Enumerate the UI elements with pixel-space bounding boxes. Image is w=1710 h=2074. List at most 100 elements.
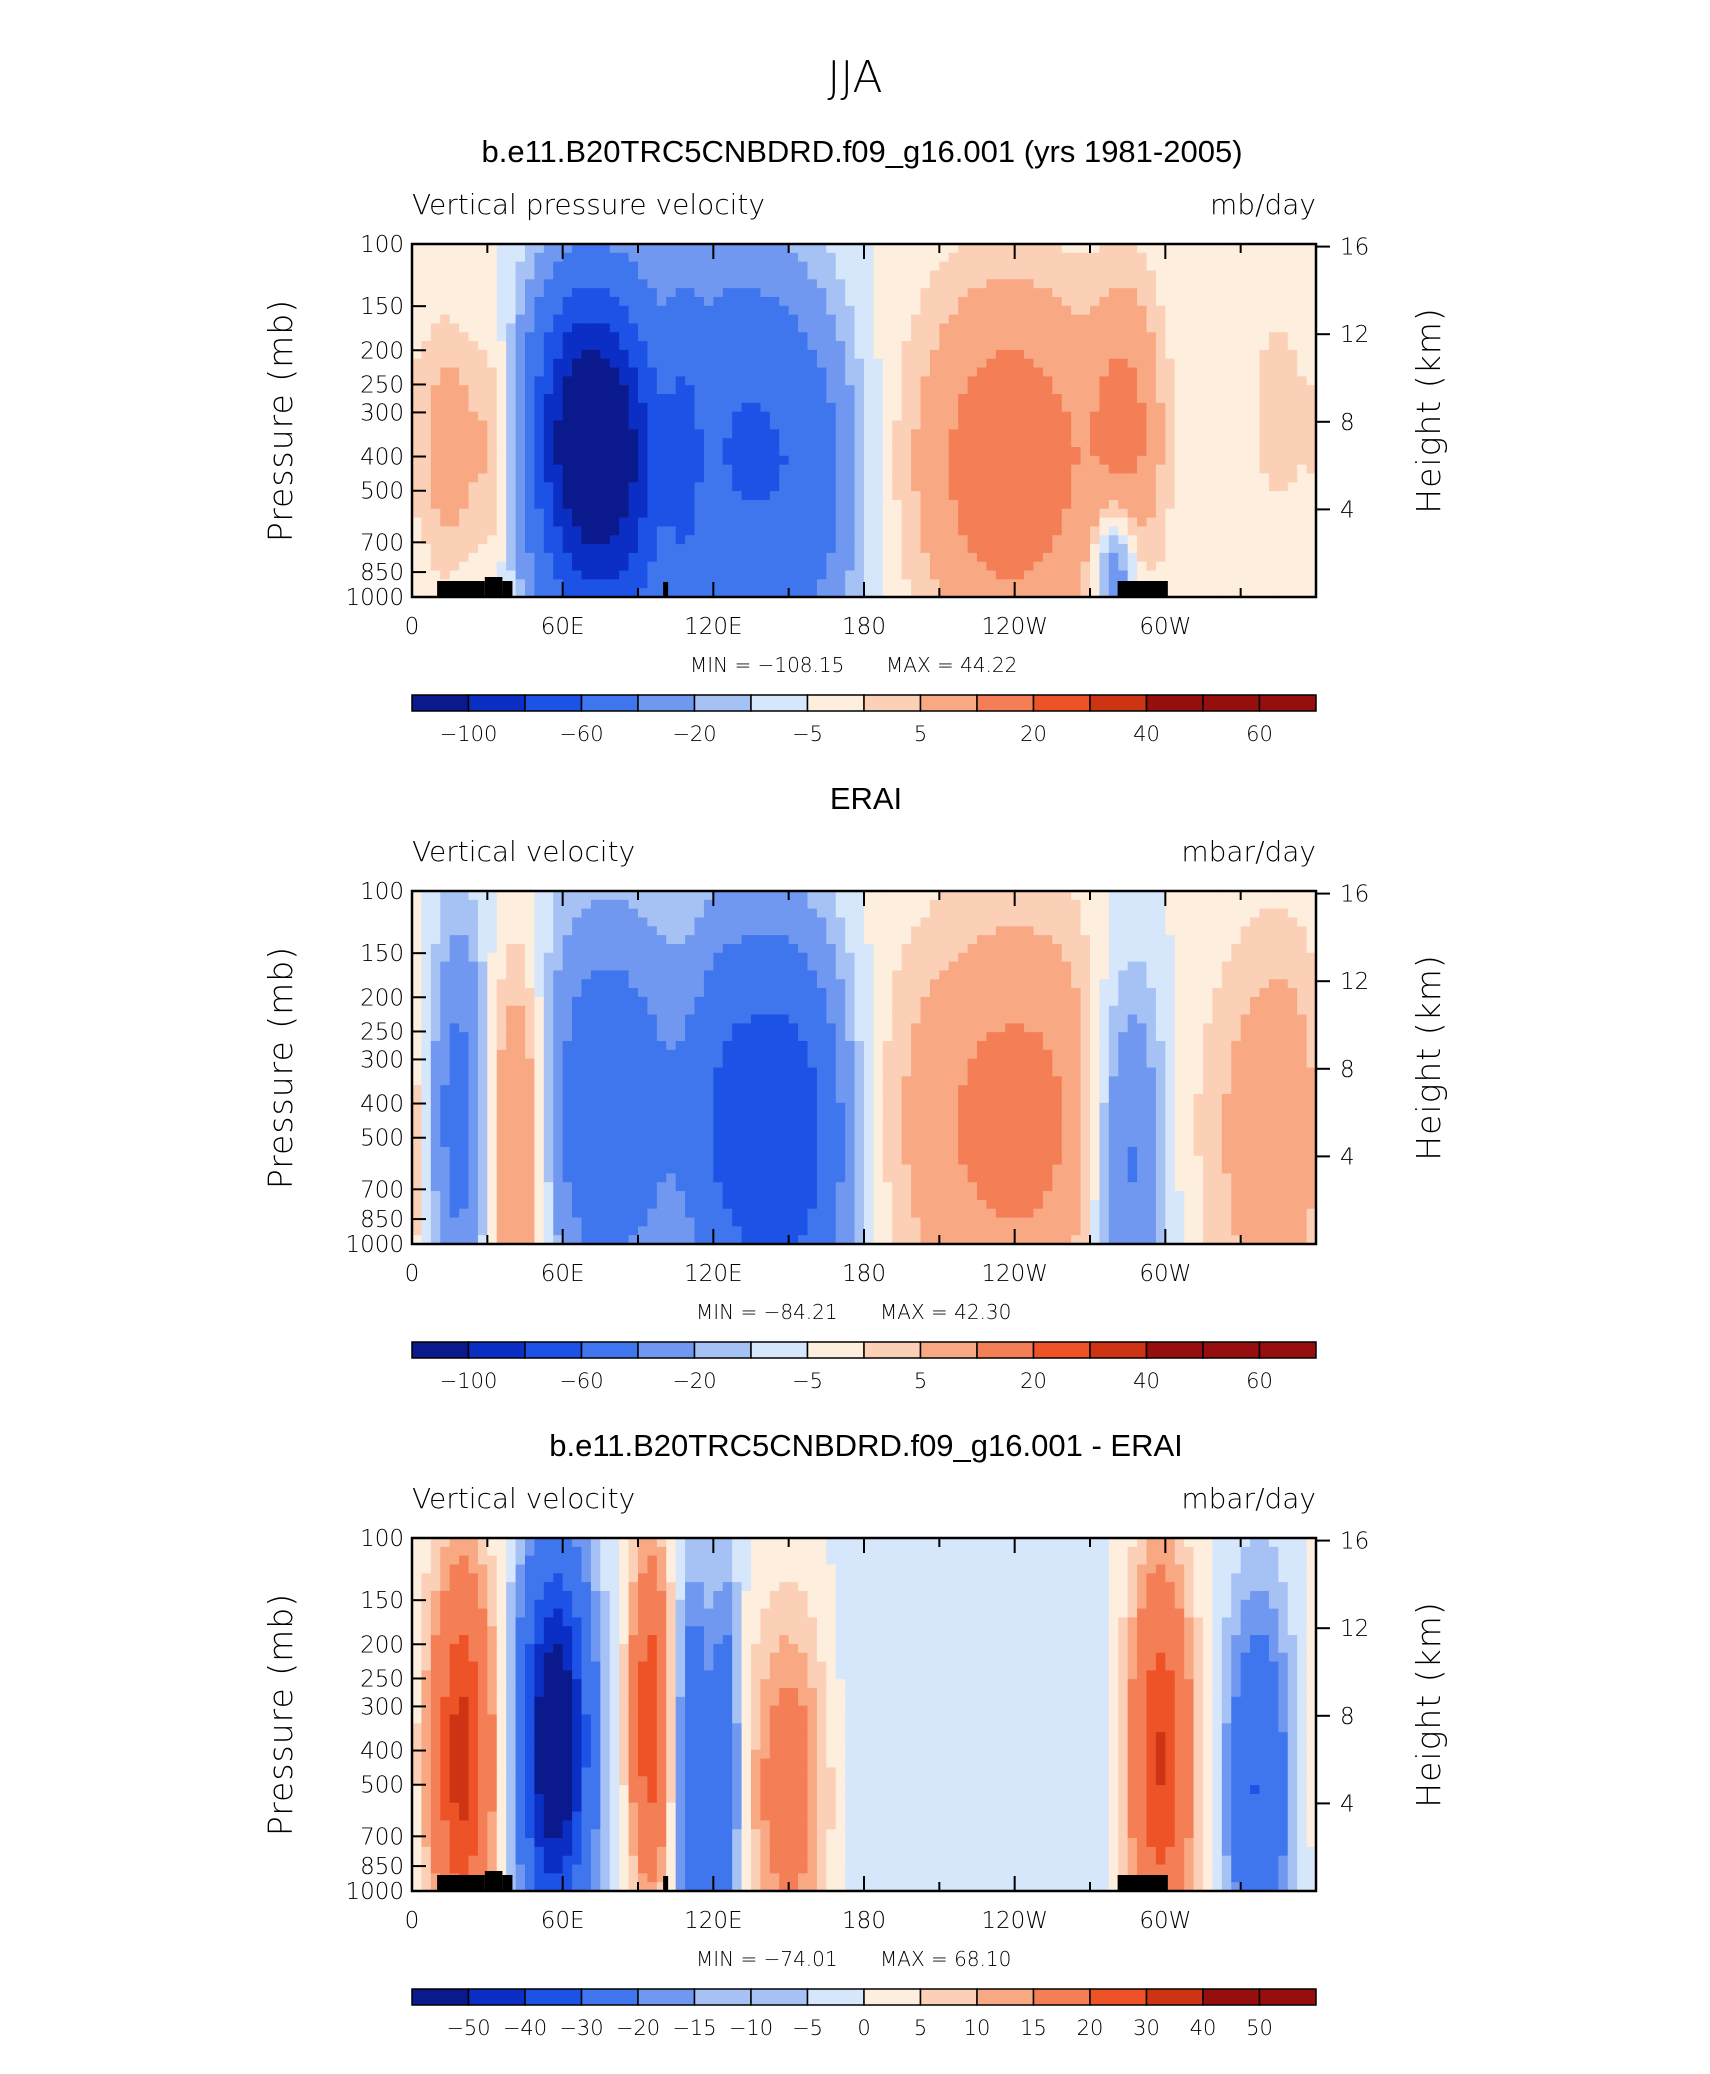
contour-cell [920,376,931,386]
contour-cell [430,570,441,580]
contour-cell [713,579,724,589]
contour-cell [553,482,564,492]
contour-cell [995,367,1006,377]
contour-cell [713,526,724,536]
contour-cell [995,411,1006,422]
contour-cell [412,1093,423,1104]
contour-cell [995,349,1006,360]
contour-cell [1137,402,1148,413]
contour-cell [929,429,940,439]
contour-cell [1184,252,1195,263]
contour-cell [1071,244,1082,254]
colorbar-swatch [750,694,809,712]
contour-cell [892,473,903,483]
contour-cell [1071,473,1082,483]
contour-cell [854,535,865,545]
contour-cell [553,429,564,439]
contour-cell [1127,314,1138,325]
contour-cell [590,899,601,910]
contour-cell [1297,429,1308,439]
contour-cell [807,394,818,404]
contour-cell [995,464,1006,475]
contour-cell [1014,314,1025,325]
contour-cell [572,482,583,492]
contour-cell [854,438,865,448]
contour-cell [421,429,432,439]
contour-cell [873,367,884,377]
contour-cell [1042,579,1053,589]
contour-cell [1203,385,1214,395]
contour-cell [675,323,686,333]
contour-cell [421,988,432,998]
contour-cell [1193,482,1204,492]
contour-cell [496,332,507,342]
contour-cell [1231,323,1242,333]
contour-cell [939,482,950,492]
contour-cell [666,394,677,404]
contour-cell [958,491,969,501]
contour-cell [619,517,630,527]
contour-cell [845,252,856,263]
contour-cell [562,1129,573,1139]
contour-cell [487,561,498,572]
contour-cell [543,499,554,510]
contour-cell [421,341,432,351]
contour-cell [515,1182,526,1192]
contour-cell [421,349,432,360]
contour-cell [751,526,762,536]
contour-cell [1108,561,1119,572]
contour-cell [1014,517,1025,527]
contour-cell [440,288,451,298]
contour-cell [1165,526,1176,536]
contour-cell [487,279,498,289]
contour-cell [553,296,564,307]
contour-cell [1155,464,1166,475]
contour-cell [882,288,893,298]
contour-cell [638,358,649,369]
contour-cell [1174,579,1185,589]
contour-cell [1014,402,1025,413]
contour-cell [572,1173,583,1183]
contour-cell [1090,438,1101,448]
contour-cell [421,1182,432,1192]
contour-cell [995,385,1006,395]
contour-cell [741,244,752,254]
contour-cell [1033,570,1044,580]
contour-cell [459,535,470,545]
contour-cell [873,314,884,325]
contour-cell [901,438,912,448]
contour-cell [487,961,498,972]
contour-cell [515,323,526,333]
contour-cell [600,1032,611,1042]
contour-cell [694,455,705,466]
contour-cell [1259,332,1270,342]
contour-cell [920,517,931,527]
contour-cell [1090,420,1101,430]
contour-cell [722,570,733,580]
contour-cell [628,1138,639,1148]
contour-cell [477,952,488,963]
contour-cell [1042,429,1053,439]
contour-cell [590,561,601,572]
contour-cell [525,1208,536,1219]
contour-cell [1306,402,1317,413]
contour-cell [534,332,545,342]
contour-cell [1033,394,1044,404]
contour-cell [1174,376,1185,386]
contour-cell [440,252,451,263]
contour-cell [751,314,762,325]
contour-cell [864,332,875,342]
contour-cell [835,482,846,492]
contour-cell [1184,455,1195,466]
contour-cell [694,429,705,439]
contour-cell [1203,588,1214,598]
contour-cell [572,394,583,404]
contour-cell [440,891,451,901]
contour-cell [477,279,488,289]
contour-cell [600,579,611,589]
contour-cell [986,508,997,519]
contour-cell [1203,394,1214,404]
contour-cell [619,908,630,919]
contour-cell [496,1199,507,1210]
contour-cell [468,1138,479,1148]
